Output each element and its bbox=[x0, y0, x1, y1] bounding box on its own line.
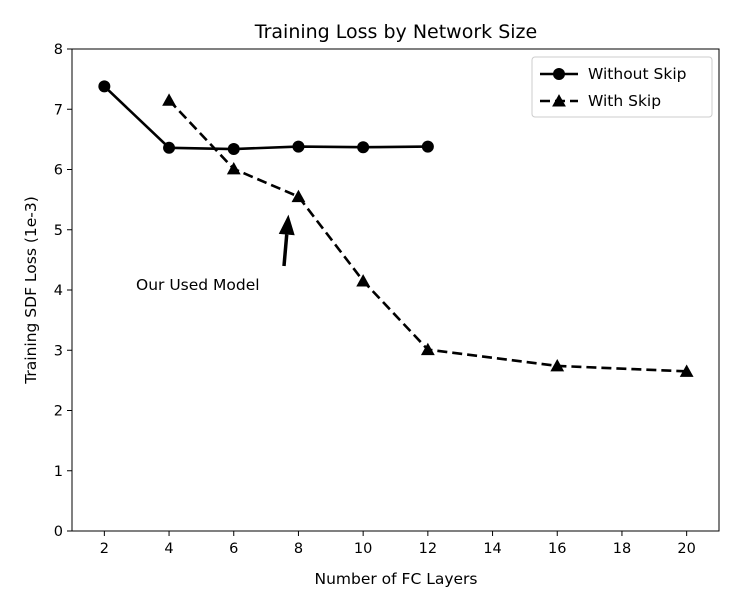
x-tick-label: 2 bbox=[100, 541, 109, 557]
y-tick-label: 2 bbox=[54, 404, 63, 420]
y-tick-label: 1 bbox=[54, 464, 63, 480]
y-axis-title: Training SDF Loss (1e-3) bbox=[22, 196, 40, 385]
data-point-triangle bbox=[162, 93, 176, 106]
x-tick-label: 8 bbox=[294, 541, 303, 557]
y-tick-label: 6 bbox=[54, 163, 63, 179]
data-point-triangle bbox=[550, 359, 565, 372]
legend: Without Skip With Skip bbox=[531, 56, 713, 118]
data-point-triangle bbox=[291, 189, 306, 203]
y-tick-label: 7 bbox=[54, 102, 63, 118]
legend-label: Without Skip bbox=[588, 65, 686, 83]
annotation-label: Our Used Model bbox=[136, 276, 260, 294]
data-point-triangle bbox=[226, 161, 241, 175]
legend-label: With Skip bbox=[588, 92, 661, 110]
data-point-triangle bbox=[552, 94, 566, 107]
y-axis: 0 1 2 3 4 5 6 7 8 bbox=[54, 42, 72, 540]
series-line bbox=[103, 85, 428, 151]
series-2 bbox=[162, 93, 694, 377]
x-tick-label: 12 bbox=[419, 541, 437, 557]
data-point-triangle bbox=[420, 342, 435, 356]
y-tick-label: 5 bbox=[54, 223, 63, 239]
y-tick-label: 8 bbox=[54, 42, 63, 58]
annotation-arrow-head bbox=[278, 214, 295, 236]
data-point-circle bbox=[421, 140, 434, 153]
data-point-circle bbox=[163, 141, 176, 154]
data-point-circle bbox=[357, 141, 370, 154]
data-point-triangle bbox=[356, 274, 371, 287]
series-layer bbox=[98, 80, 694, 377]
y-tick-label: 3 bbox=[54, 343, 63, 359]
x-axis-title: Number of FC Layers bbox=[314, 570, 477, 588]
data-point-circle bbox=[98, 80, 111, 93]
series-1 bbox=[98, 80, 434, 156]
data-point-circle bbox=[292, 140, 305, 153]
chart-title: Training Loss by Network Size bbox=[254, 21, 537, 43]
annotation-arrow-shaft bbox=[282, 234, 289, 267]
x-tick-label: 4 bbox=[164, 541, 173, 557]
x-tick-label: 14 bbox=[483, 541, 501, 557]
data-point-circle bbox=[227, 143, 240, 156]
y-tick-label: 4 bbox=[54, 283, 63, 299]
data-point-triangle bbox=[679, 364, 694, 377]
y-tick-label: 0 bbox=[54, 524, 63, 540]
x-tick-label: 10 bbox=[354, 541, 372, 557]
x-tick-label: 6 bbox=[229, 541, 238, 557]
data-point-circle bbox=[553, 68, 565, 80]
x-tick-label: 20 bbox=[677, 541, 695, 557]
x-axis: 2 4 6 8 10 12 14 16 18 20 bbox=[100, 531, 696, 557]
x-tick-label: 16 bbox=[548, 541, 566, 557]
annotation-layer: Our Used Model bbox=[136, 214, 295, 294]
x-tick-label: 18 bbox=[613, 541, 631, 557]
